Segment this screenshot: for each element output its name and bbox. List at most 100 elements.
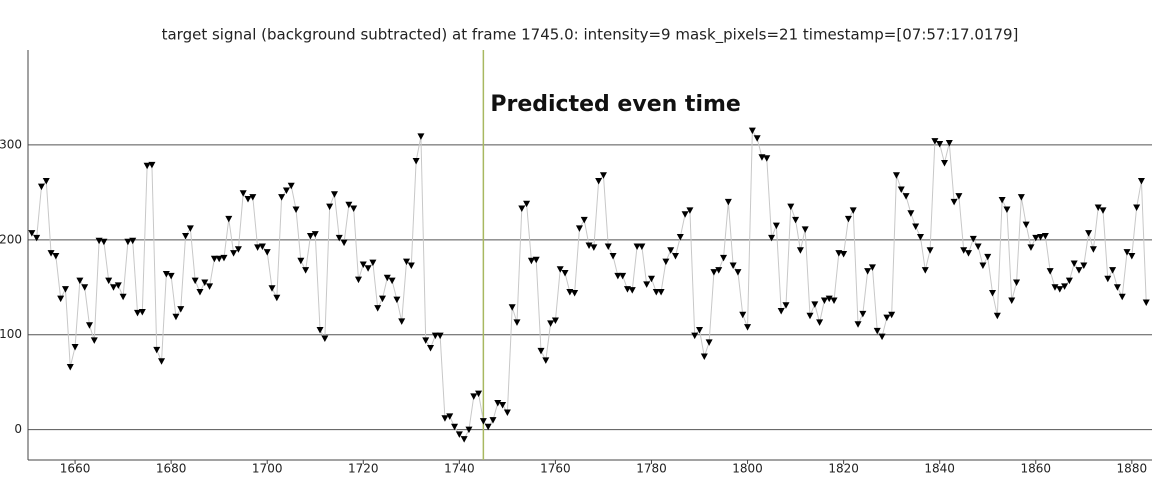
- marker: [297, 257, 305, 265]
- marker: [599, 172, 607, 179]
- marker: [696, 326, 704, 334]
- x-tick-label: 1700: [252, 462, 283, 476]
- marker: [523, 200, 531, 208]
- marker: [1104, 275, 1112, 283]
- marker: [806, 312, 814, 320]
- marker: [52, 252, 60, 260]
- marker: [479, 418, 487, 425]
- marker: [801, 226, 809, 233]
- marker: [561, 270, 569, 277]
- marker: [859, 310, 867, 318]
- marker: [676, 233, 684, 241]
- marker: [422, 337, 430, 344]
- x-tick-label: 1660: [60, 462, 91, 476]
- marker: [460, 436, 468, 443]
- marker: [1075, 267, 1083, 274]
- marker: [465, 426, 473, 434]
- marker: [431, 332, 439, 340]
- marker: [638, 243, 646, 250]
- marker: [158, 358, 166, 365]
- marker: [273, 294, 281, 302]
- marker: [470, 393, 478, 400]
- marker: [417, 133, 425, 140]
- marker: [28, 230, 36, 237]
- marker: [672, 252, 680, 260]
- marker: [124, 238, 132, 246]
- marker: [1109, 267, 1117, 274]
- marker: [1065, 277, 1073, 285]
- marker: [76, 277, 84, 285]
- marker: [720, 254, 728, 262]
- marker: [662, 258, 670, 266]
- marker: [902, 193, 910, 200]
- marker: [249, 194, 257, 201]
- marker: [57, 295, 65, 303]
- marker: [556, 266, 564, 273]
- marker: [547, 320, 555, 327]
- marker: [609, 252, 617, 260]
- marker: [844, 215, 852, 223]
- marker: [201, 279, 209, 287]
- marker: [897, 186, 905, 194]
- marker: [1056, 286, 1064, 293]
- marker: [177, 306, 185, 313]
- marker: [230, 250, 238, 257]
- marker: [508, 304, 516, 311]
- marker: [748, 127, 756, 135]
- marker: [868, 264, 876, 271]
- marker: [782, 302, 790, 309]
- marker: [1099, 207, 1107, 214]
- marker: [254, 244, 262, 251]
- marker: [403, 258, 411, 266]
- marker: [306, 233, 314, 240]
- marker: [110, 284, 118, 291]
- marker: [873, 327, 881, 335]
- marker: [993, 312, 1001, 320]
- marker: [172, 313, 180, 321]
- marker: [359, 261, 367, 268]
- marker: [378, 295, 386, 303]
- marker: [350, 205, 358, 212]
- x-tick-label: 1740: [444, 462, 475, 476]
- marker: [388, 277, 396, 285]
- marker: [878, 333, 886, 341]
- marker: [921, 267, 929, 274]
- marker: [1061, 283, 1069, 290]
- marker: [1022, 221, 1030, 229]
- marker: [196, 289, 204, 296]
- marker: [182, 233, 190, 240]
- marker: [364, 265, 372, 272]
- marker: [940, 159, 948, 167]
- x-tick-label: 1880: [1117, 462, 1148, 476]
- marker: [628, 287, 636, 294]
- marker: [1051, 284, 1059, 291]
- marker: [1013, 279, 1021, 287]
- marker: [729, 262, 737, 269]
- marker: [1037, 233, 1045, 241]
- marker: [278, 194, 286, 201]
- y-tick-label: 100: [0, 327, 22, 341]
- marker: [330, 191, 338, 198]
- marker: [724, 198, 732, 206]
- marker: [81, 284, 89, 291]
- marker: [105, 277, 113, 285]
- marker: [777, 307, 785, 315]
- marker: [580, 216, 588, 224]
- marker: [585, 242, 593, 250]
- marker: [667, 247, 675, 254]
- marker: [912, 223, 920, 231]
- marker: [129, 237, 137, 245]
- marker: [138, 308, 146, 316]
- marker: [225, 215, 233, 223]
- marker: [407, 262, 415, 269]
- marker: [691, 332, 699, 340]
- marker: [1137, 177, 1145, 185]
- marker: [85, 322, 93, 329]
- marker: [210, 255, 218, 263]
- marker: [71, 344, 79, 351]
- marker: [369, 259, 377, 267]
- marker: [354, 276, 362, 284]
- marker: [710, 269, 718, 276]
- marker: [595, 177, 603, 185]
- marker: [681, 211, 689, 218]
